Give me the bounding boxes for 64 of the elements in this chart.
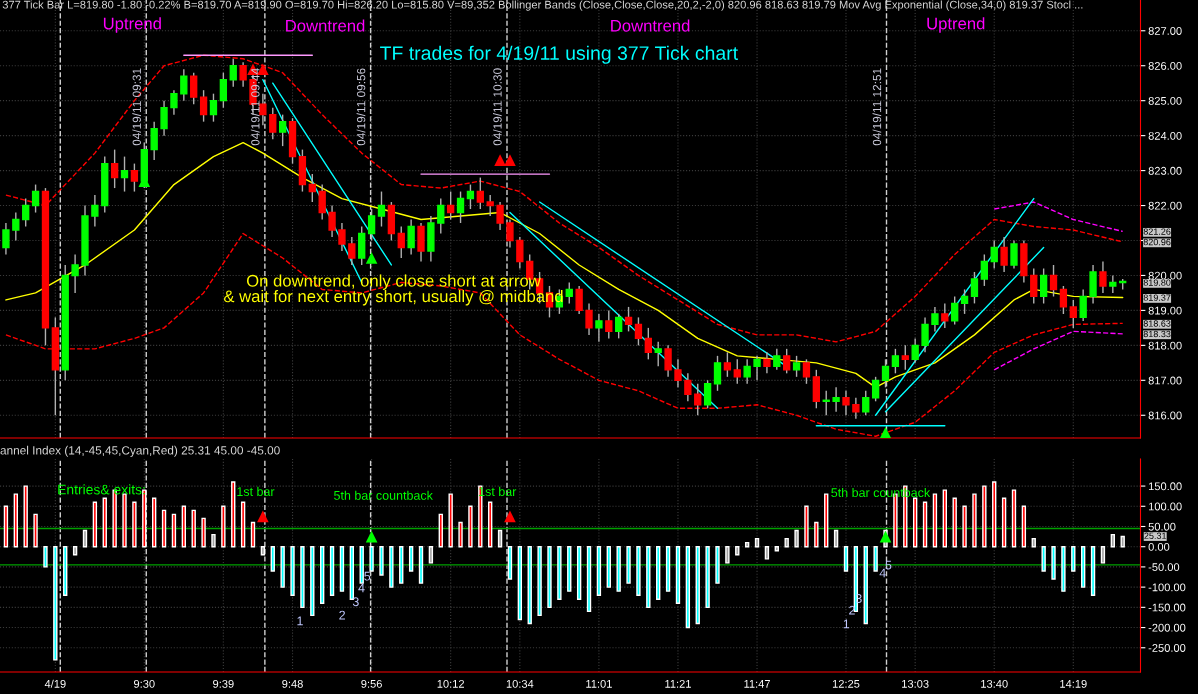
annotation: Entries& exits: xyxy=(58,484,145,495)
y-tick-label: 822.00 xyxy=(1148,201,1182,210)
x-tick-label: 13:40 xyxy=(981,679,1008,688)
annotation: 3 xyxy=(352,597,359,607)
annotation: 04/19/11 10:30 xyxy=(493,68,502,146)
annotation: Downtrend xyxy=(611,19,690,32)
y2-tick-label: 819.80 xyxy=(1143,279,1171,286)
annotation: 04/19/11 09:44 xyxy=(250,68,260,146)
x-tick-label: 12:25 xyxy=(832,679,860,688)
y-tick-label: 823.00 xyxy=(1148,166,1182,175)
x-tick-label: 10:12 xyxy=(437,679,465,688)
x-tick-label: 11:01 xyxy=(586,679,612,688)
y-tick-label: -100.00 xyxy=(1148,583,1186,592)
x-tick-label: 11:21 xyxy=(665,679,691,688)
text: annel Index (14,-45,45,Cyan,Red) 25.31 45.00 -45.00 xyxy=(0,445,280,457)
x-tick-label: 10:34 xyxy=(506,679,534,688)
y-tick-label: -150.00 xyxy=(1148,603,1186,612)
y-tick-label: 818.00 xyxy=(1148,341,1182,350)
x-tick-label: 14:19 xyxy=(1060,679,1087,688)
x-tick-label: 9:48 xyxy=(282,679,303,688)
y-tick-label: 100.00 xyxy=(1148,502,1182,511)
annotation: 1st bar xyxy=(237,486,275,497)
x-tick-label: 9:56 xyxy=(361,679,382,688)
annotation: 2 xyxy=(849,605,855,615)
y-tick-label: 817.00 xyxy=(1148,376,1182,385)
y-tick-label: 827.00 xyxy=(1148,27,1182,35)
annotation: 04/19/11 12:51 xyxy=(872,68,882,146)
y-tick-label: 819.00 xyxy=(1148,306,1182,315)
annotation: 04/19/11 09:56 xyxy=(356,68,366,146)
y-tick-label: 826.00 xyxy=(1148,61,1182,70)
y-tick-label: -50.00 xyxy=(1148,563,1180,572)
y-tick-label: 825.00 xyxy=(1148,96,1182,105)
annotation: Downtrend xyxy=(286,19,365,32)
x-tick-label: 4/19 xyxy=(44,679,66,688)
y-tick-label: 816.00 xyxy=(1148,411,1182,420)
y-tick-label: -250.00 xyxy=(1148,644,1186,652)
y-tick-label: 50.00 xyxy=(1148,522,1176,531)
y-tick-label: 150.00 xyxy=(1148,482,1182,491)
annotation: 1 xyxy=(297,616,303,626)
text: 377 Tick Bar L=819.80 -1.80 -0.22% B=819.70 A=819.90 O=819.70 Hi=826.20 Lo=815.80 V=89,352 Bollinger Bands (Close,Close,Close,20,2,-2,0) 820.96 818.63 819.79 Mov Avg Exponential (Close,34,0) 819.37 Stocl ... xyxy=(2,0,1083,11)
annotation: 4 xyxy=(879,568,886,578)
x-tick-label: 9:30 xyxy=(134,679,155,688)
annotation: 5 xyxy=(885,560,892,570)
x-tick-label: 13:03 xyxy=(902,679,929,688)
text: TF trades for 4/19/11 using 377 Tick chart xyxy=(380,45,738,64)
y2-tick-label: 818.33 xyxy=(1143,330,1171,338)
y2-tick-label: 818.63 xyxy=(1143,320,1171,327)
annotation: 2 xyxy=(339,610,345,620)
y2-tick-label: 820.96 xyxy=(1143,238,1171,246)
annotation: 4 xyxy=(358,583,365,593)
y2-tick-label: 819.37 xyxy=(1143,294,1171,301)
y2-tick-label: 821.26 xyxy=(1143,228,1171,235)
annotation: 1 xyxy=(843,619,850,629)
annotation: Uptrend xyxy=(103,17,161,33)
annotation: 04/19/11 09:31 xyxy=(132,68,141,146)
text: 25.31 xyxy=(1144,532,1167,539)
x-tick-label: 11:47 xyxy=(744,680,770,688)
annotation: 5th bar countback xyxy=(334,490,433,500)
x-tick-label: 9:39 xyxy=(213,679,234,688)
y-tick-label: 0.00 xyxy=(1148,542,1170,551)
annotation: 5 xyxy=(364,571,371,581)
annotation: Uptrend xyxy=(927,17,985,33)
y-tick-label: -200.00 xyxy=(1148,623,1186,632)
y-tick-label: 824.00 xyxy=(1148,131,1182,140)
